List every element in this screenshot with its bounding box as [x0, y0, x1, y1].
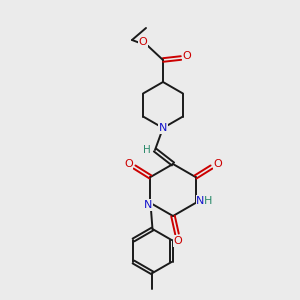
Text: O: O — [124, 159, 133, 169]
Text: O: O — [213, 159, 222, 169]
Text: N: N — [159, 123, 167, 133]
Text: O: O — [174, 236, 182, 246]
Text: N: N — [196, 196, 205, 206]
Text: O: O — [139, 37, 147, 47]
Text: O: O — [183, 51, 191, 61]
Text: N: N — [144, 200, 153, 210]
Text: H: H — [204, 196, 213, 206]
Text: H: H — [143, 145, 151, 155]
